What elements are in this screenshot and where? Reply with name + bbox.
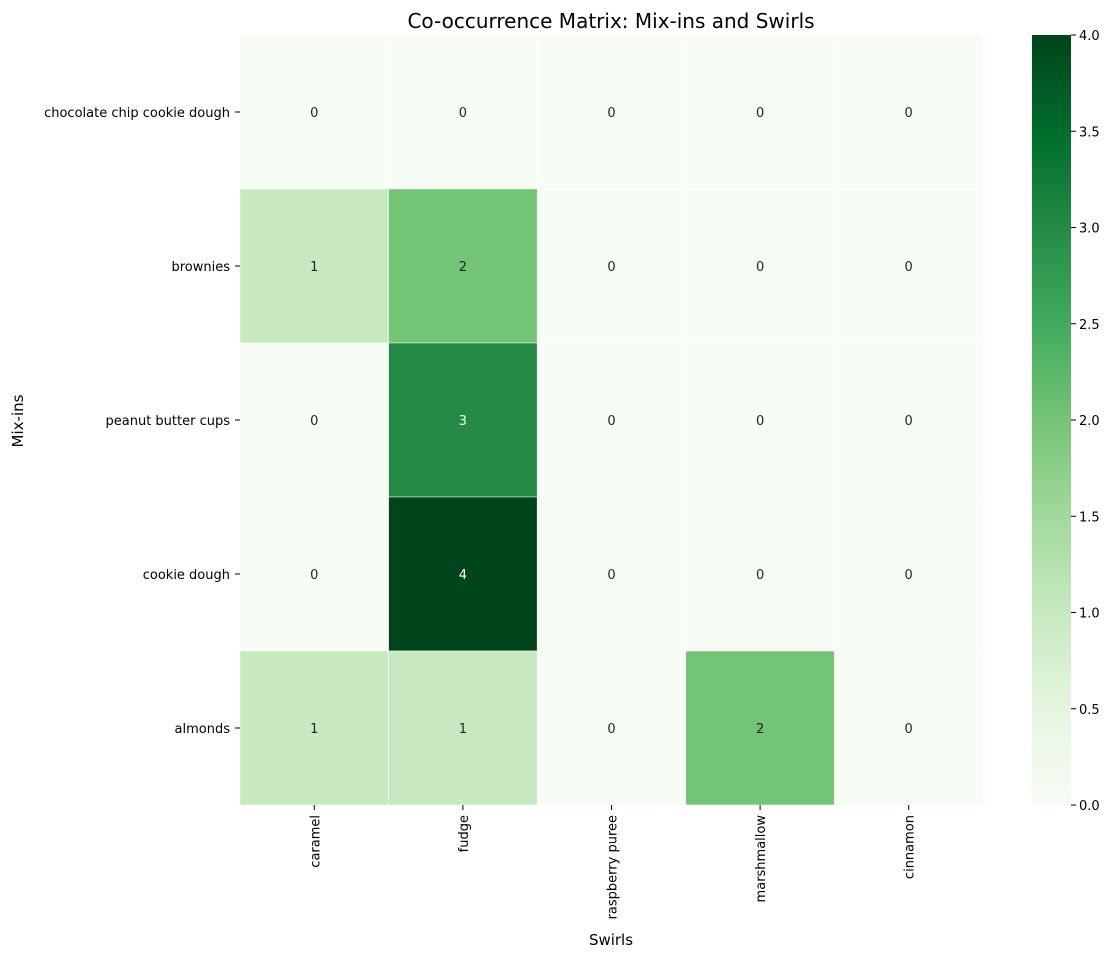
colorbar-ticks: 0.0 0.5 1.0 1.5 2.0 2.5 3.0 3.5 4.0 — [1071, 29, 1100, 814]
heatmap-cell — [388, 496, 538, 652]
heatmap-cell — [388, 342, 538, 498]
colorbar-tick-label: 2.0 — [1079, 414, 1100, 429]
colorbar-tick-label: 2.5 — [1079, 318, 1100, 333]
x-axis-label: Swirls — [589, 931, 633, 949]
cell-value-label: 0 — [607, 260, 615, 275]
colorbar-gradient — [1032, 35, 1071, 805]
heatmap-cell — [685, 34, 835, 190]
colorbar-tick-label: 3.5 — [1079, 125, 1100, 140]
heatmap-cell — [388, 188, 538, 344]
cell-value-label: 4 — [459, 568, 467, 583]
colorbar — [1032, 35, 1071, 805]
y-axis-ticks: chocolate chip cookie dough brownies peanu… — [44, 106, 240, 737]
y-tick-label: brownies — [171, 260, 230, 275]
heatmap-cell — [536, 496, 687, 652]
colorbar-tick-label: 1.0 — [1079, 607, 1100, 622]
x-tick-label: caramel — [308, 815, 323, 868]
y-tick-label: chocolate chip cookie dough — [44, 106, 230, 121]
cell-value-label: 1 — [310, 260, 318, 275]
heatmap-cell — [239, 496, 389, 652]
x-tick-label: cinnamon — [903, 815, 918, 879]
cell-value-label: 0 — [310, 568, 318, 583]
cell-value-label: 1 — [459, 722, 467, 737]
y-tick-label: cookie dough — [143, 568, 230, 583]
heatmap-cell — [685, 342, 835, 498]
heatmap-cell — [536, 188, 687, 344]
heatmap-cell — [388, 34, 538, 190]
heatmap-cell — [536, 342, 687, 498]
cell-value-label: 2 — [756, 722, 764, 737]
cell-value-label: 0 — [905, 722, 913, 737]
cell-value-label: 0 — [756, 260, 764, 275]
heatmap-cell — [685, 496, 835, 652]
heatmap-cell — [239, 34, 389, 190]
cell-value-label: 0 — [756, 568, 764, 583]
x-tick-label: fudge — [457, 815, 472, 852]
heatmap-cell — [388, 650, 538, 806]
heatmap-cell — [834, 188, 984, 344]
cell-value-label: 0 — [459, 106, 467, 121]
cell-value-label: 0 — [905, 260, 913, 275]
chart-title: Co-occurrence Matrix: Mix-ins and Swirls — [407, 9, 814, 33]
x-tick-label: marshmallow — [754, 815, 769, 903]
x-tick-label: raspberry puree — [606, 815, 621, 919]
cell-value-label: 0 — [756, 106, 764, 121]
heatmap-cell — [834, 496, 984, 652]
colorbar-tick-label: 1.5 — [1079, 510, 1100, 525]
heatmap-cell — [536, 650, 687, 806]
y-axis-label: Mix-ins — [9, 394, 27, 447]
heatmap-cell — [834, 342, 984, 498]
cell-value-label: 2 — [459, 260, 467, 275]
heatmap-cell — [834, 650, 984, 806]
cell-value-label: 0 — [310, 106, 318, 121]
x-axis-ticks: caramel fudge raspberry puree marshmallow ci… — [308, 805, 918, 919]
cell-value-label: 0 — [756, 414, 764, 429]
cell-value-label: 1 — [310, 722, 318, 737]
cell-value-label: 0 — [607, 106, 615, 121]
heatmap-cells: 0 0 0 0 0 1 2 0 0 0 0 3 0 0 0 0 4 0 0 0 1 1 0 2 0 — [239, 34, 984, 806]
heatmap-cell — [239, 650, 389, 806]
cell-value-label: 0 — [607, 568, 615, 583]
heatmap-cell — [239, 188, 389, 344]
y-tick-label: almonds — [175, 722, 231, 737]
cell-value-label: 0 — [905, 414, 913, 429]
cell-value-label: 0 — [905, 568, 913, 583]
cell-value-label: 0 — [905, 106, 913, 121]
heatmap-cell — [834, 34, 984, 190]
cell-value-label: 0 — [607, 722, 615, 737]
cell-value-label: 0 — [310, 414, 318, 429]
colorbar-tick-label: 3.0 — [1079, 222, 1100, 237]
heatmap-cell — [536, 34, 687, 190]
colorbar-tick-label: 0.5 — [1079, 703, 1100, 718]
cell-value-label: 0 — [607, 414, 615, 429]
colorbar-tick-label: 0.0 — [1079, 799, 1100, 814]
y-tick-label: peanut butter cups — [106, 414, 231, 429]
cell-value-label: 3 — [459, 414, 467, 429]
colorbar-tick-label: 4.0 — [1079, 29, 1100, 44]
